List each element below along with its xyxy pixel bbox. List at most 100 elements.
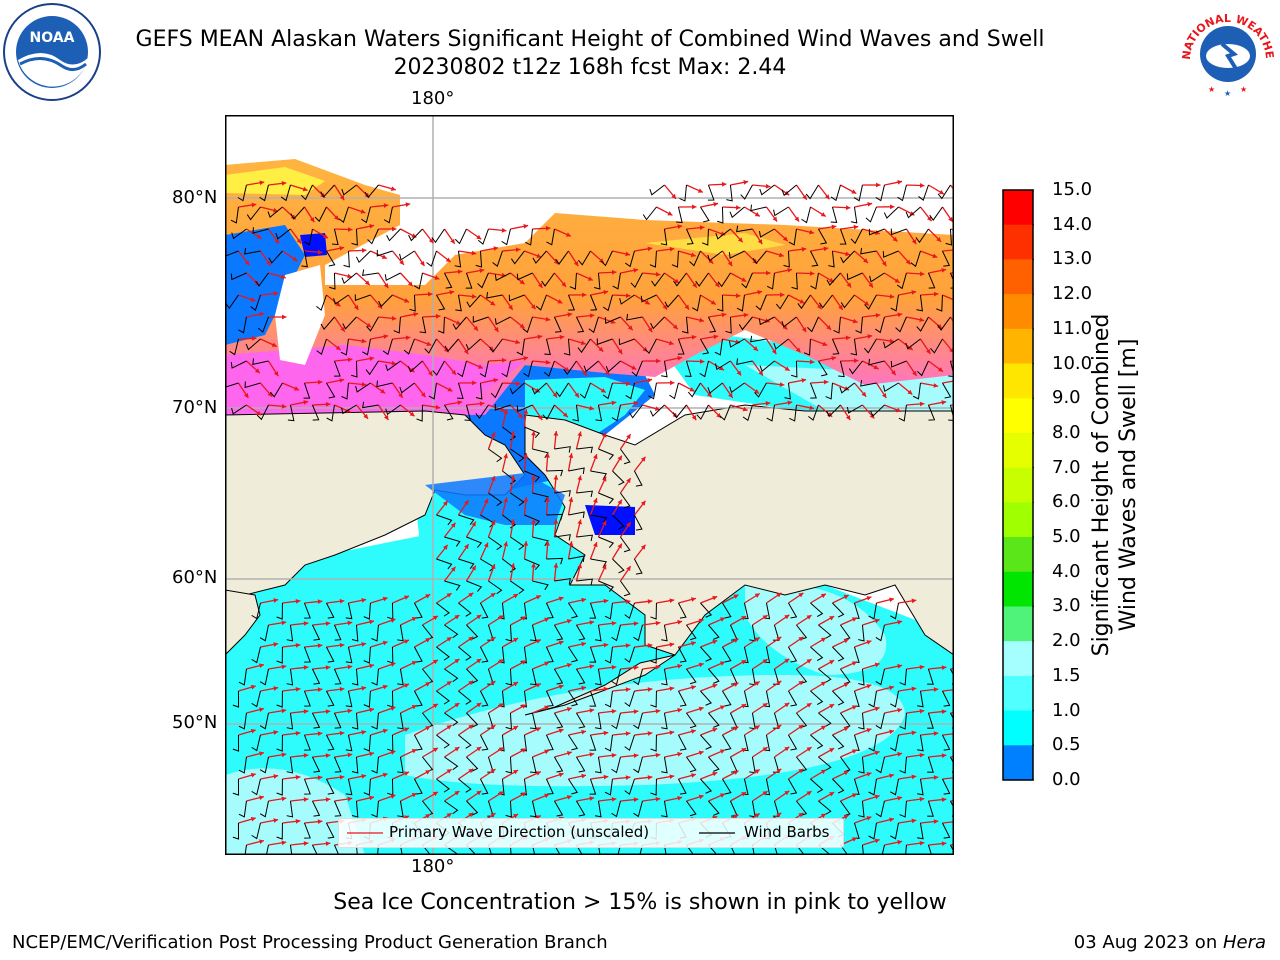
wave-direction-arrowhead bbox=[383, 415, 389, 421]
wind-barb bbox=[238, 756, 247, 774]
wave-direction-arrowhead bbox=[669, 730, 675, 736]
wind-barb bbox=[832, 778, 845, 794]
wave-direction-arrowhead bbox=[369, 356, 375, 361]
wave-direction-arrowhead bbox=[443, 544, 448, 550]
wave-direction-arrowhead bbox=[881, 393, 887, 399]
wave-direction-arrowhead bbox=[476, 702, 482, 708]
wind-barb bbox=[397, 668, 404, 686]
wave-direction-arrowhead bbox=[404, 683, 410, 688]
wind-barb bbox=[351, 712, 359, 730]
wave-direction-arrowhead bbox=[655, 664, 661, 670]
wind-barb bbox=[531, 844, 536, 855]
wave-direction-arrowhead bbox=[668, 340, 674, 346]
wind-barb bbox=[419, 316, 427, 334]
wave-direction-arrowhead bbox=[603, 686, 609, 692]
wave-direction-arrowhead bbox=[581, 641, 587, 647]
wave-direction-arrowhead bbox=[577, 431, 583, 437]
wave-direction-arrowhead bbox=[626, 478, 631, 484]
wind-barb bbox=[875, 624, 885, 642]
wind-barb bbox=[576, 490, 593, 498]
wind-barb bbox=[740, 184, 753, 200]
wind-barb bbox=[917, 734, 924, 752]
lat-label-70: 70°N bbox=[172, 397, 218, 418]
wave-direction-arrowhead bbox=[490, 300, 496, 306]
wind-barb bbox=[899, 668, 907, 686]
wind-barb bbox=[436, 646, 450, 661]
colorbar-segment bbox=[1003, 224, 1033, 260]
wind-barb bbox=[722, 778, 732, 795]
wind-barb bbox=[554, 534, 571, 541]
colorbar-label: Significant Height of Combined Wind Wave… bbox=[1088, 314, 1142, 657]
wind-barb bbox=[312, 624, 321, 641]
wave-direction-arrowhead bbox=[259, 663, 264, 669]
wave-direction-arrowhead bbox=[787, 400, 793, 406]
wind-barb bbox=[492, 250, 503, 267]
wind-barb bbox=[707, 184, 715, 201]
wind-barb bbox=[466, 580, 483, 592]
wave-direction-arrowhead bbox=[565, 232, 571, 237]
wind-barb bbox=[414, 778, 423, 795]
wave-direction-arrowhead bbox=[500, 407, 506, 412]
wind-barb bbox=[232, 822, 240, 840]
wind-barb bbox=[333, 712, 342, 729]
wind-barb bbox=[855, 316, 863, 334]
wind-barb bbox=[589, 734, 597, 751]
wind-barb bbox=[868, 822, 877, 840]
wind-barb bbox=[252, 227, 269, 234]
wind-barb bbox=[850, 206, 858, 224]
colorbar-tick-label: 11.0 bbox=[1052, 317, 1093, 339]
wave-direction-arrowhead bbox=[581, 597, 587, 603]
wave-direction-arrowhead bbox=[295, 818, 301, 824]
wind-barb bbox=[363, 646, 371, 664]
wave-direction-arrowhead bbox=[829, 660, 835, 665]
wave-direction-arrowhead bbox=[684, 304, 690, 310]
wind-barb bbox=[244, 844, 247, 855]
wind-barb bbox=[466, 624, 479, 640]
wave-direction-arrowhead bbox=[674, 278, 680, 284]
wind-barb bbox=[918, 184, 929, 201]
wave-direction-arrowhead bbox=[757, 289, 763, 295]
wave-direction-arrowhead bbox=[281, 620, 287, 626]
wave-direction-arrowhead bbox=[281, 403, 287, 409]
wind-barb bbox=[532, 580, 549, 591]
wave-direction-arrowhead bbox=[501, 227, 507, 233]
wind-barb bbox=[408, 228, 423, 242]
wave-direction-arrowhead bbox=[874, 618, 880, 624]
wave-direction-legend-label: Primary Wave Direction (unscaled) bbox=[389, 823, 650, 841]
wind-barb bbox=[864, 294, 877, 310]
wave-direction-arrowhead bbox=[381, 254, 387, 259]
wind-barb bbox=[593, 272, 601, 290]
wind-barb bbox=[364, 184, 379, 199]
wind-barb bbox=[393, 316, 401, 334]
wind-barb bbox=[355, 382, 371, 393]
wave-direction-arrowhead bbox=[404, 727, 410, 732]
wind-barb bbox=[915, 228, 929, 244]
wave-direction-arrowhead bbox=[545, 359, 551, 365]
wave-direction-arrowhead bbox=[698, 794, 704, 800]
wave-direction-arrowhead bbox=[513, 682, 519, 687]
wave-direction-arrowhead bbox=[317, 379, 323, 385]
wind-barb bbox=[455, 294, 462, 312]
wind-barb bbox=[707, 382, 723, 394]
wind-barb bbox=[788, 602, 798, 619]
wave-direction-arrowhead bbox=[784, 658, 790, 664]
wind-barb bbox=[436, 602, 450, 617]
wave-direction-arrowhead bbox=[445, 257, 451, 263]
wind-barb bbox=[475, 382, 483, 400]
wave-direction-arrowhead bbox=[404, 298, 409, 303]
wave-direction-arrowhead bbox=[544, 661, 550, 667]
wind-barb bbox=[333, 624, 342, 641]
wave-direction-arrowhead bbox=[627, 325, 633, 331]
colorbar-tick-label: 6.0 bbox=[1052, 491, 1081, 513]
wind-barb bbox=[604, 778, 613, 796]
wave-direction-arrowhead bbox=[243, 393, 249, 399]
wave-direction-arrowhead bbox=[369, 751, 374, 757]
wave-direction-arrowhead bbox=[303, 621, 309, 626]
wind-barb bbox=[818, 844, 832, 855]
wind-barb bbox=[354, 294, 371, 302]
wave-direction-arrowhead bbox=[425, 638, 431, 643]
wind-barb bbox=[722, 646, 732, 663]
wind-barb bbox=[232, 690, 240, 708]
wave-direction-arrowhead bbox=[347, 227, 353, 232]
wave-direction-arrowhead bbox=[655, 271, 661, 277]
